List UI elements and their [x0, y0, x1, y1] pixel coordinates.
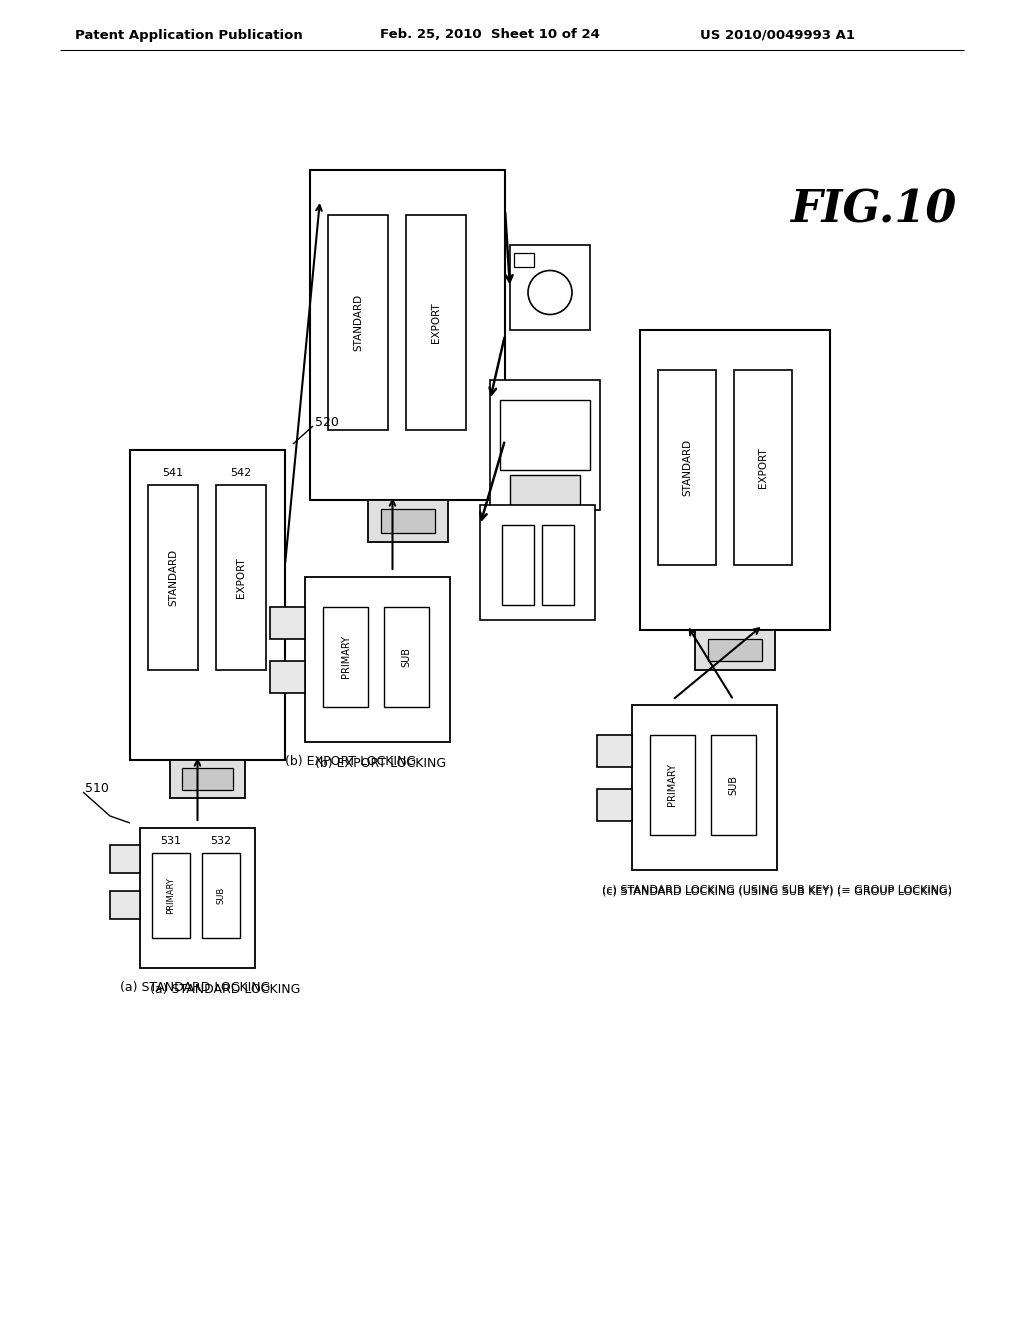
Text: PRIMARY: PRIMARY [341, 635, 350, 678]
Bar [170, 760, 245, 799]
Bar [502, 525, 534, 605]
Bar [148, 484, 198, 671]
Text: STANDARD: STANDARD [682, 440, 692, 496]
Text: EXPORT: EXPORT [758, 447, 768, 488]
Bar [406, 215, 466, 430]
Text: (b) EXPORT LOCKING: (b) EXPORT LOCKING [285, 755, 416, 768]
Bar [597, 734, 632, 767]
Bar [510, 475, 580, 506]
Text: 542: 542 [230, 469, 252, 478]
Text: (a) STANDARD LOCKING: (a) STANDARD LOCKING [120, 982, 270, 994]
Bar [500, 400, 590, 470]
Text: EXPORT: EXPORT [236, 557, 246, 598]
Text: (c) STANDARD LOCKING (USING SUB KEY) (= GROUP LOCKING): (c) STANDARD LOCKING (USING SUB KEY) (= … [602, 884, 952, 895]
Text: 520: 520 [315, 416, 339, 429]
Text: US 2010/0049993 A1: US 2010/0049993 A1 [700, 29, 855, 41]
Bar [368, 500, 447, 543]
Bar [384, 607, 429, 708]
Bar [130, 450, 285, 760]
Bar [632, 705, 777, 870]
Bar [140, 828, 255, 968]
Text: (b) EXPORT LOCKING: (b) EXPORT LOCKING [315, 758, 446, 771]
Bar [270, 660, 305, 693]
Text: SUB: SUB [401, 647, 412, 667]
Bar [734, 370, 792, 565]
Bar [708, 639, 762, 661]
Bar [597, 788, 632, 821]
Text: (c) STANDARD LOCKING (USING SUB KEY) (= GROUP LOCKING): (c) STANDARD LOCKING (USING SUB KEY) (= … [602, 887, 952, 898]
Text: 510: 510 [85, 781, 109, 795]
Bar [182, 768, 233, 789]
Text: EXPORT: EXPORT [431, 302, 441, 343]
Bar [695, 630, 775, 671]
Text: 541: 541 [163, 469, 183, 478]
Text: SUB: SUB [728, 775, 738, 795]
Text: STANDARD: STANDARD [353, 294, 362, 351]
Bar [542, 525, 574, 605]
Bar [480, 506, 595, 620]
Bar [323, 607, 368, 708]
Bar [640, 330, 830, 630]
Text: PRIMARY: PRIMARY [167, 876, 175, 913]
Bar [711, 735, 756, 836]
Bar [110, 891, 140, 919]
Bar [202, 853, 240, 939]
Text: 531: 531 [161, 836, 181, 846]
Bar [510, 246, 590, 330]
Text: Patent Application Publication: Patent Application Publication [75, 29, 303, 41]
Bar [650, 735, 695, 836]
Bar [658, 370, 716, 565]
Bar [110, 845, 140, 873]
Bar [305, 577, 450, 742]
Text: PRIMARY: PRIMARY [668, 763, 678, 807]
Text: SUB: SUB [216, 887, 225, 904]
Text: 532: 532 [211, 836, 231, 846]
Bar [310, 170, 505, 500]
Text: FIG.10: FIG.10 [790, 189, 956, 231]
Bar [152, 853, 190, 939]
Text: STANDARD: STANDARD [168, 549, 178, 606]
Bar [514, 253, 534, 267]
Bar [216, 484, 266, 671]
Text: (a) STANDARD LOCKING: (a) STANDARD LOCKING [150, 983, 300, 997]
Bar [381, 510, 434, 533]
Bar [490, 380, 600, 510]
Text: Feb. 25, 2010  Sheet 10 of 24: Feb. 25, 2010 Sheet 10 of 24 [380, 29, 600, 41]
Bar [270, 606, 305, 639]
Bar [328, 215, 388, 430]
